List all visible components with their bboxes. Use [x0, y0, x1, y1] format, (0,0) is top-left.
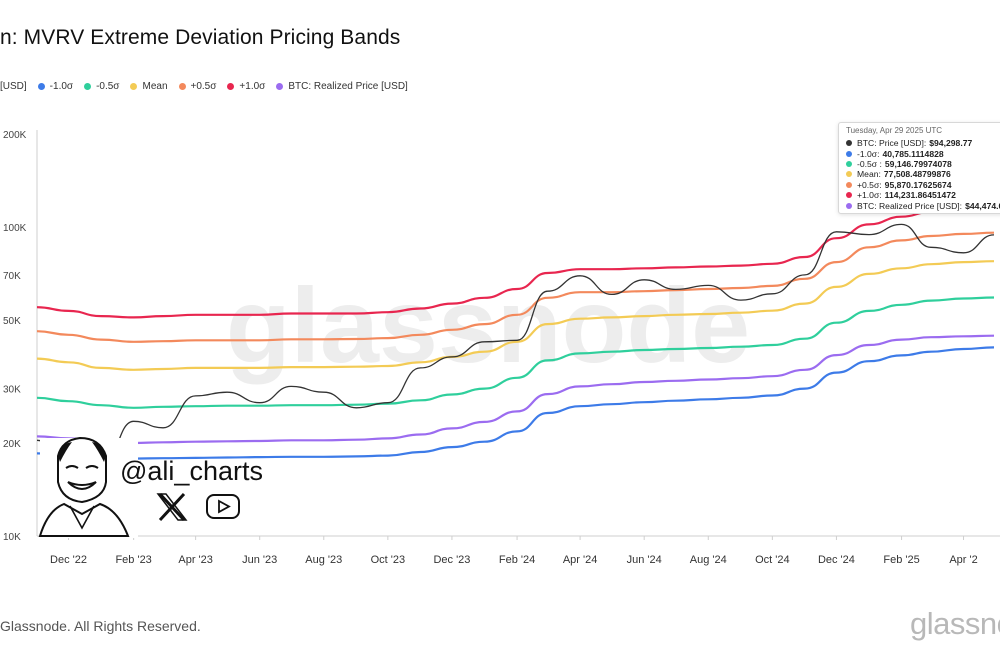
tooltip-row: Mean: 77,508.48799876 — [846, 169, 1000, 179]
x-tick-label: Dec '22 — [50, 554, 87, 566]
y-tick-label: 30K — [3, 385, 21, 396]
x-tick-label: Feb '23 — [115, 554, 151, 566]
x-tick-label: Dec '23 — [433, 554, 470, 566]
tooltip-row: BTC: Realized Price [USD]: $44,474.0 — [846, 200, 1000, 211]
series-group — [36, 208, 995, 469]
tooltip-label: BTC: Price [USD]: — [857, 138, 927, 149]
y-tick-label: 10K — [3, 532, 21, 543]
tooltip-dot — [846, 192, 852, 199]
legend-dot — [130, 83, 138, 90]
series-line-band — [36, 231, 995, 343]
legend-dot — [178, 83, 186, 90]
legend-item[interactable]: Mean — [130, 81, 168, 92]
x-tick-label: Dec '24 — [818, 554, 855, 566]
copyright-footer: Glassnode. All Rights Reserved. — [0, 618, 201, 634]
tooltip-row: -1.0σ: 40,785.1114828 — [846, 148, 1000, 159]
legend-label: +0.5σ — [190, 81, 217, 92]
legend-dot — [37, 83, 45, 90]
x-logo-icon — [156, 492, 188, 522]
series-line-band — [36, 260, 995, 371]
tooltip-value: 40,785.1114828 — [882, 148, 944, 159]
x-tick-label: Apr '23 — [178, 554, 213, 566]
tooltip-label: Mean: — [857, 169, 881, 180]
tooltip-dot — [846, 140, 852, 147]
tooltip-row: +0.5σ: 95,870.17625674 — [846, 180, 1000, 190]
tooltip-dot — [846, 181, 852, 188]
y-axis: 200K 100K 70K 50K 30K 20K 10K — [3, 130, 38, 543]
tooltip-label: -1.0σ: — [857, 148, 880, 159]
tooltip-row: +1.0σ: 114,231.86451472 — [846, 190, 1000, 200]
legend-label: BTC: Realized Price [USD] — [288, 81, 408, 92]
overlay-handle: @ali_charts — [120, 456, 263, 486]
legend-label: -0.5σ — [96, 81, 120, 92]
y-tick-label: 100K — [3, 223, 27, 234]
legend-dot — [227, 83, 235, 90]
tooltip-label: BTC: Realized Price [USD]: — [857, 200, 963, 211]
tooltip-label: +1.0σ: — [857, 190, 882, 201]
tooltip-row: -0.5σ :59,146.79974078 — [846, 159, 1000, 169]
tooltip-date: Tuesday, Apr 29 2025 UTC — [846, 126, 943, 135]
tooltip: Tuesday, Apr 29 2025 UTC BTC: Price [USD… — [838, 122, 1000, 214]
tooltip-value: 59,146.79974078 — [884, 158, 952, 169]
glassnode-logo: glassno — [910, 606, 1000, 641]
tooltip-row: BTC: Price [USD]: $94,298.77 — [846, 138, 1000, 148]
series-line-btc-price — [36, 223, 995, 469]
series-line-band — [36, 208, 995, 319]
chart-title: n: MVRV Extreme Deviation Pricing Bands — [0, 26, 401, 49]
x-tick-label: Oct '24 — [755, 554, 790, 566]
tooltip-value: 95,870.17625674 — [884, 179, 952, 190]
x-tick-label: Apr '2 — [949, 554, 977, 566]
x-tick-label: Apr '24 — [563, 554, 598, 566]
chart-area: 200K 100K 70K 50K 30K 20K 10K Dec '22 Feb '23 Ap… — [3, 130, 1000, 566]
legend-item[interactable]: BTC: Realized Price [USD] — [276, 81, 408, 92]
x-tick-label: Jun '23 — [242, 554, 277, 566]
x-tick-label: Oct '23 — [371, 554, 406, 566]
legend-label: -1.0σ — [49, 81, 74, 92]
x-tick-label: Aug '24 — [690, 554, 727, 566]
tooltip-dot — [846, 171, 852, 178]
series-line-band — [36, 296, 995, 409]
legend-item[interactable]: [USD] — [0, 81, 27, 92]
tooltip-dot — [846, 160, 852, 167]
legend-item[interactable]: +0.5σ — [178, 81, 217, 92]
tooltip-label: +0.5σ: — [857, 179, 882, 190]
x-axis: Dec '22 Feb '23 Apr '23 Jun '23 Aug '23 Oct '… — [37, 535, 1000, 566]
tooltip-value: 77,508.48799876 — [883, 169, 951, 180]
tooltip-value: $94,298.77 — [929, 138, 973, 149]
legend-item[interactable]: +1.0σ — [227, 81, 265, 92]
x-tick-label: Jun '24 — [627, 554, 662, 566]
legend-label: [USD] — [0, 81, 27, 92]
social-icons — [156, 492, 240, 522]
tooltip-value: $44,474.0 — [965, 200, 1000, 211]
tooltip-value: 114,231.86451472 — [884, 190, 956, 201]
tooltip-dot — [846, 202, 852, 209]
tooltip-label: -0.5σ : — [857, 158, 882, 169]
chart-legend: [USD] -1.0σ -0.5σ Mean +0.5σ +1.0σ BTC: Realiz… — [0, 81, 419, 92]
x-tick-label: Feb '25 — [883, 554, 919, 566]
legend-dot — [276, 83, 284, 90]
series-line-band — [36, 334, 995, 445]
y-tick-label: 20K — [3, 439, 21, 450]
series-line-band — [36, 346, 995, 460]
legend-item[interactable]: -0.5σ — [84, 81, 119, 92]
legend-item[interactable]: -1.0σ — [37, 81, 74, 92]
x-tick-label: Aug '23 — [305, 554, 342, 566]
x-tick-label: Feb '24 — [499, 554, 535, 566]
tooltip-rows: BTC: Price [USD]: $94,298.77 -1.0σ: 40,785.… — [846, 138, 1000, 211]
legend-label: +1.0σ — [239, 81, 266, 92]
y-tick-label: 50K — [3, 316, 21, 327]
caricature-avatar — [38, 436, 138, 538]
y-tick-label: 200K — [3, 130, 27, 141]
tooltip-dot — [846, 150, 852, 157]
legend-dot — [84, 83, 92, 90]
youtube-icon — [206, 494, 240, 519]
y-tick-label: 70K — [3, 271, 21, 282]
legend-label: Mean — [142, 81, 168, 92]
